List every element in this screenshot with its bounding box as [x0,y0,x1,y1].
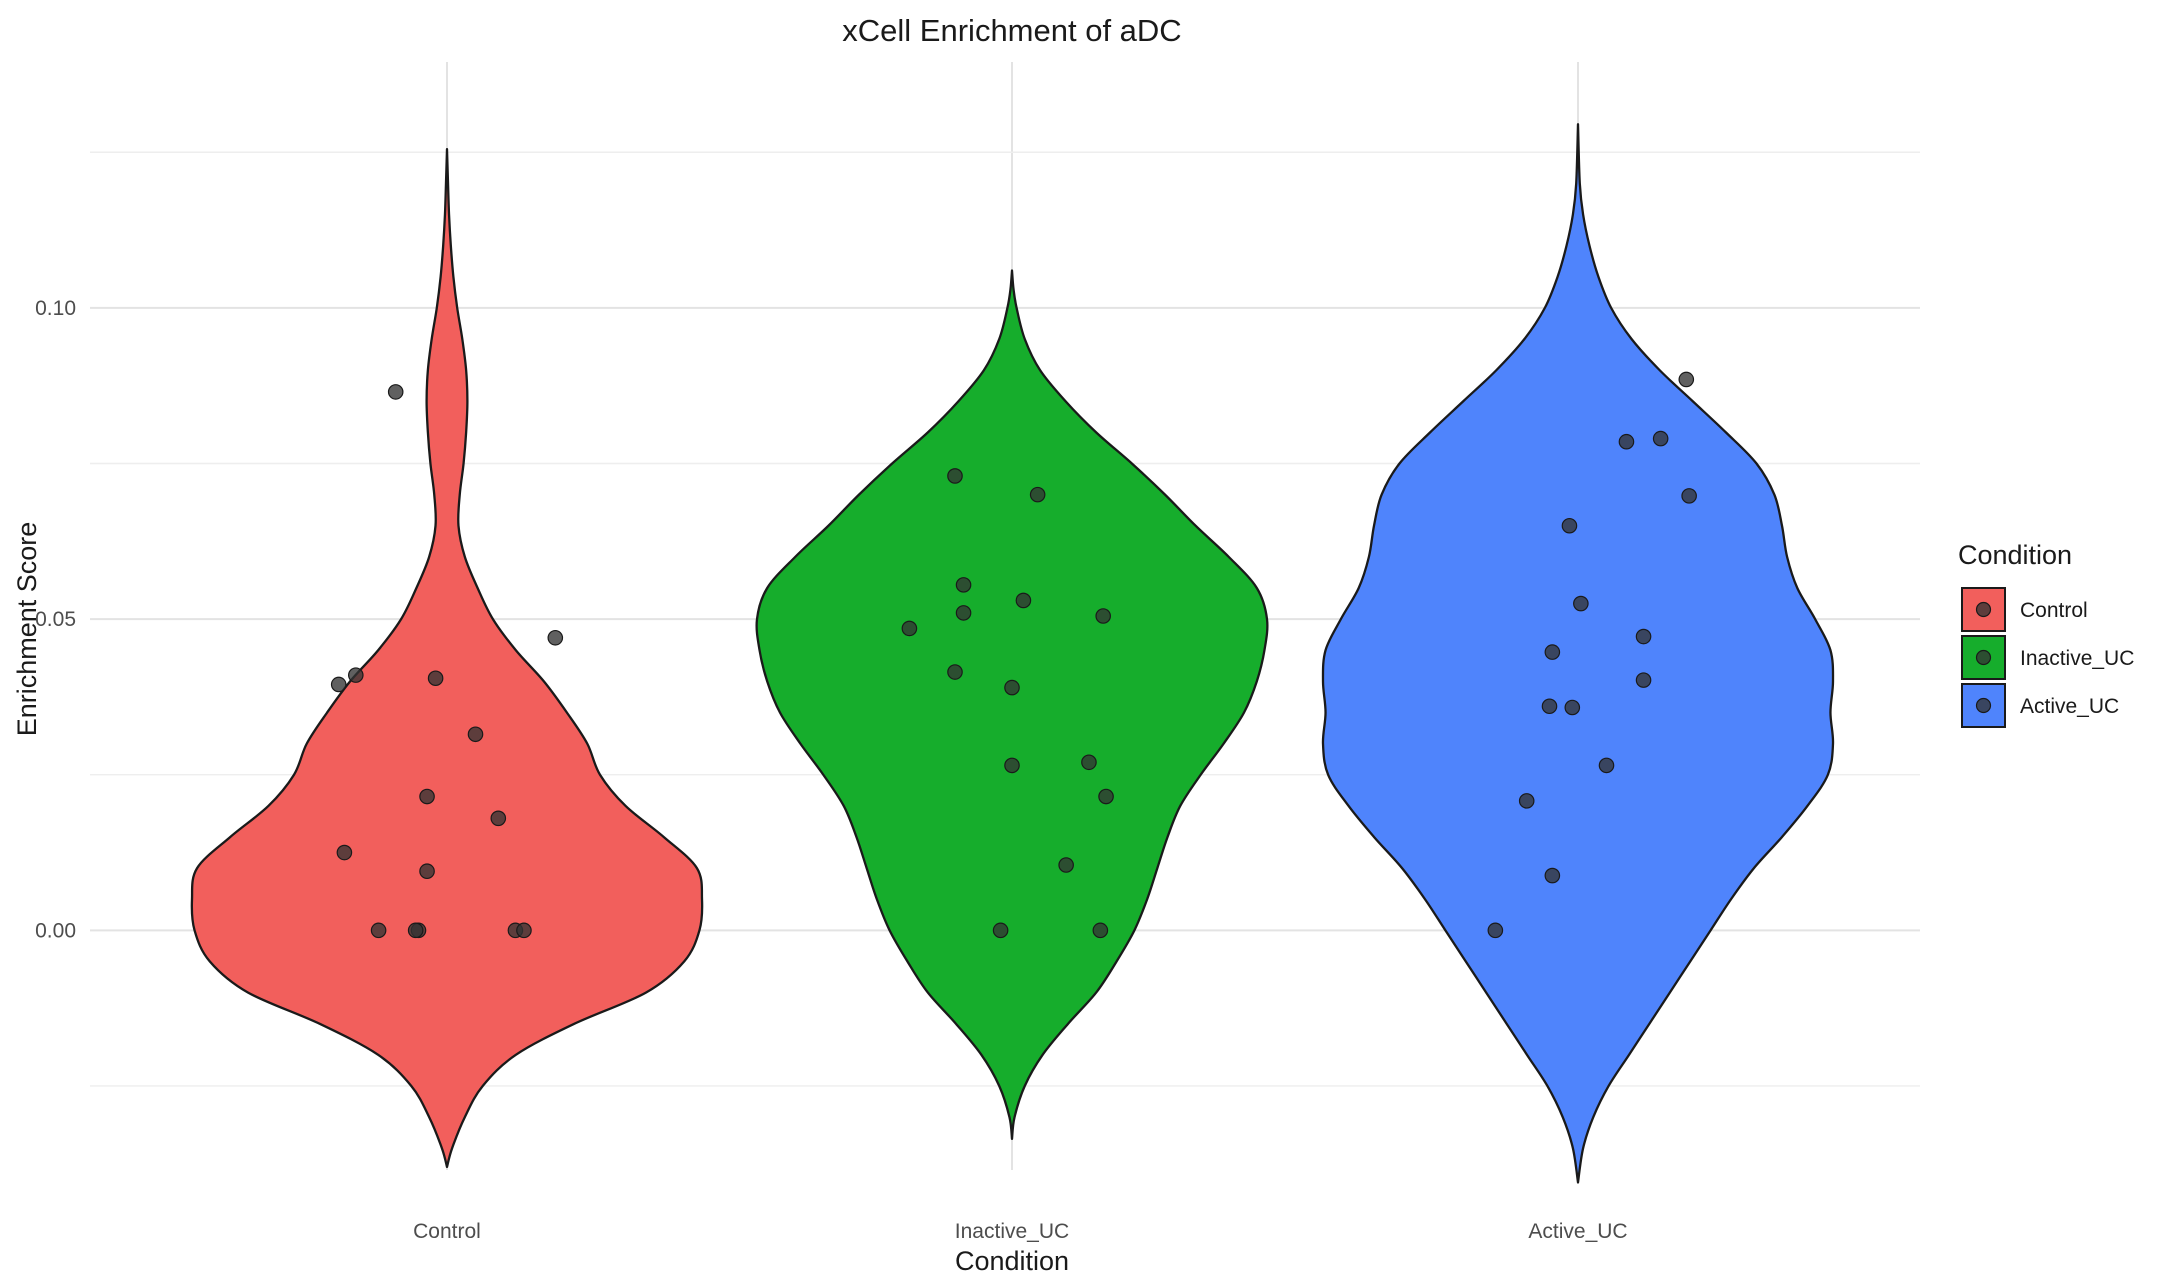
violin-control [190,148,704,1169]
data-point [1004,757,1020,774]
data-point [1544,644,1561,660]
data-point [1541,698,1558,715]
x-tick-label: Control [413,1220,481,1243]
y-tick-label: 0.10 [35,297,76,320]
x-axis-title: Condition [955,1246,1069,1276]
data-point [370,922,387,939]
data-point [516,922,532,939]
data-point [467,726,484,743]
data-point [1681,488,1697,504]
data-point [490,810,507,827]
legend-label: Inactive_UC [2020,647,2134,670]
axes: 0.00 0.05 0.10 Control Inactive_UC Active_UC [35,297,1627,1243]
data-point [407,922,424,939]
data-point [547,629,564,646]
legend-point [1975,601,1992,618]
data-point [1652,430,1669,447]
legend: Condition Control Inactive_UC Active_UC [1958,540,2134,728]
x-tick-label: Inactive_UC [955,1220,1069,1243]
data-point [1635,628,1652,645]
y-tick-label: 0.05 [35,608,76,631]
data-point [1095,608,1111,624]
legend-label: Active_UC [2020,695,2119,718]
data-point [992,922,1009,939]
data-point [1015,592,1032,609]
data-point [1564,699,1581,716]
data-point [1518,793,1535,809]
data-point [1081,754,1097,771]
data-point [330,676,347,693]
data-point [1544,867,1561,884]
data-point [1618,433,1635,450]
violin-inactive-uc [755,269,1269,1141]
legend-point [1975,697,1992,714]
legend-title: Condition [1958,540,2072,570]
data-point [419,788,435,805]
y-tick-label: 0.00 [35,919,76,942]
data-point [1004,679,1020,696]
data-point [336,844,353,861]
violin-active-uc [1321,123,1835,1184]
data-point [419,863,435,880]
data-point [1678,371,1695,388]
data-point [1573,595,1589,612]
data-point [1635,672,1652,688]
data-point [1598,757,1615,774]
legend-label: Control [2020,599,2088,622]
legend-item-control: Control [1961,587,2088,632]
data-point [1487,922,1504,939]
violins [190,123,1835,1184]
data-points [330,371,1697,939]
x-tick-label: Active_UC [1528,1220,1627,1243]
legend-point [1975,649,1992,666]
data-point [427,670,444,687]
data-point [387,384,404,400]
legend-item-inactive-uc: Inactive_UC [1961,635,2134,680]
data-point [955,577,972,593]
data-point [1561,517,1578,534]
data-point [955,605,972,621]
data-point [1029,486,1046,503]
data-point [1098,788,1114,805]
data-point [347,667,364,683]
data-point [901,620,918,637]
data-point [1092,922,1109,939]
data-point [947,664,963,680]
legend-item-active-uc: Active_UC [1961,683,2119,728]
chart-title: xCell Enrichment of aDC [842,13,1181,48]
data-point [947,468,963,484]
data-point [1058,857,1074,873]
y-axis-title: Enrichment Score [12,522,42,737]
